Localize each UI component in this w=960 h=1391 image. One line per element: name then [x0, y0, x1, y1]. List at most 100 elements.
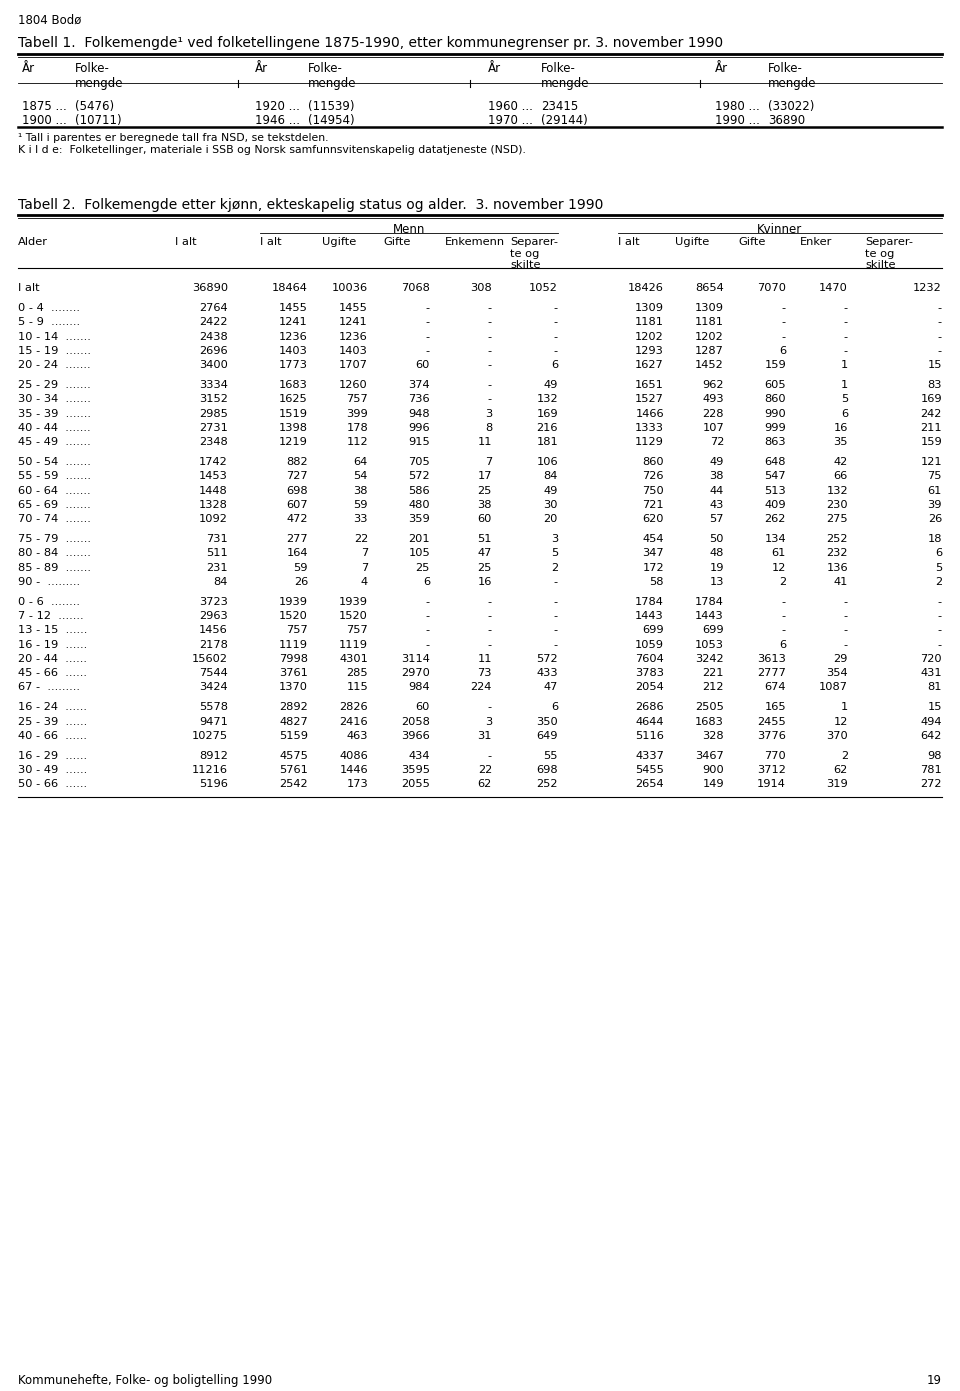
Text: -: - — [554, 611, 558, 622]
Text: -: - — [554, 626, 558, 636]
Text: 105: 105 — [408, 548, 430, 558]
Text: 1087: 1087 — [819, 682, 848, 693]
Text: 19: 19 — [709, 562, 724, 573]
Text: 1519: 1519 — [279, 409, 308, 419]
Text: 513: 513 — [764, 485, 786, 495]
Text: 1804 Bodø: 1804 Bodø — [18, 14, 82, 26]
Text: -: - — [426, 317, 430, 327]
Text: 480: 480 — [408, 499, 430, 509]
Text: 3761: 3761 — [279, 668, 308, 677]
Text: -: - — [781, 626, 786, 636]
Text: 720: 720 — [921, 654, 942, 664]
Text: -: - — [488, 395, 492, 405]
Text: 132: 132 — [827, 485, 848, 495]
Text: 750: 750 — [642, 485, 664, 495]
Text: 16: 16 — [478, 577, 492, 587]
Text: 7544: 7544 — [200, 668, 228, 677]
Text: Gifte: Gifte — [738, 236, 765, 248]
Text: 1970 ...: 1970 ... — [488, 114, 533, 127]
Text: 1092: 1092 — [199, 515, 228, 524]
Text: 11: 11 — [477, 654, 492, 664]
Text: 1181: 1181 — [695, 317, 724, 327]
Text: 1875 ...: 1875 ... — [22, 100, 67, 113]
Text: 80 - 84  .......: 80 - 84 ....... — [18, 548, 91, 558]
Text: 47: 47 — [478, 548, 492, 558]
Text: 605: 605 — [764, 380, 786, 391]
Text: 84: 84 — [543, 472, 558, 481]
Text: Folke-
mengde: Folke- mengde — [75, 63, 124, 90]
Text: 1219: 1219 — [279, 437, 308, 447]
Text: 1453: 1453 — [199, 472, 228, 481]
Text: -: - — [781, 597, 786, 606]
Text: 173: 173 — [347, 779, 368, 790]
Text: 1900 ...: 1900 ... — [22, 114, 67, 127]
Text: 55 - 59  .......: 55 - 59 ....... — [18, 472, 91, 481]
Text: 308: 308 — [470, 282, 492, 294]
Text: 136: 136 — [827, 562, 848, 573]
Text: 1443: 1443 — [636, 611, 664, 622]
Text: 169: 169 — [537, 409, 558, 419]
Text: 1990 ...: 1990 ... — [715, 114, 760, 127]
Text: 221: 221 — [703, 668, 724, 677]
Text: 1455: 1455 — [339, 303, 368, 313]
Text: -: - — [844, 626, 848, 636]
Text: 731: 731 — [206, 534, 228, 544]
Text: 36890: 36890 — [192, 282, 228, 294]
Text: 232: 232 — [827, 548, 848, 558]
Text: 999: 999 — [764, 423, 786, 433]
Text: 354: 354 — [827, 668, 848, 677]
Text: 642: 642 — [921, 730, 942, 741]
Text: -: - — [488, 360, 492, 370]
Text: Tabell 2.  Folkemengde etter kjønn, ekteskapelig status og alder.  3. november 1: Tabell 2. Folkemengde etter kjønn, ektes… — [18, 198, 604, 211]
Text: 23415: 23415 — [541, 100, 578, 113]
Text: 1181: 1181 — [635, 317, 664, 327]
Text: (10711): (10711) — [75, 114, 122, 127]
Text: Enkemenn: Enkemenn — [445, 236, 505, 248]
Text: 2438: 2438 — [200, 331, 228, 342]
Text: -: - — [488, 640, 492, 650]
Text: 4575: 4575 — [279, 751, 308, 761]
Text: 2455: 2455 — [757, 716, 786, 726]
Text: 106: 106 — [537, 458, 558, 467]
Text: 1: 1 — [841, 360, 848, 370]
Text: 1773: 1773 — [279, 360, 308, 370]
Text: 1946 ...: 1946 ... — [255, 114, 300, 127]
Text: 463: 463 — [347, 730, 368, 741]
Text: 6: 6 — [779, 640, 786, 650]
Text: 178: 178 — [347, 423, 368, 433]
Text: 3242: 3242 — [695, 654, 724, 664]
Text: -: - — [554, 577, 558, 587]
Text: 35: 35 — [833, 437, 848, 447]
Text: -: - — [938, 331, 942, 342]
Text: 1059: 1059 — [635, 640, 664, 650]
Text: Enker: Enker — [800, 236, 832, 248]
Text: -: - — [426, 597, 430, 606]
Text: 1683: 1683 — [279, 380, 308, 391]
Text: 374: 374 — [408, 380, 430, 391]
Text: -: - — [844, 317, 848, 327]
Text: -: - — [488, 331, 492, 342]
Text: 3723: 3723 — [199, 597, 228, 606]
Text: 996: 996 — [408, 423, 430, 433]
Text: 698: 698 — [537, 765, 558, 775]
Text: 33: 33 — [353, 515, 368, 524]
Text: 1520: 1520 — [279, 611, 308, 622]
Text: I alt: I alt — [18, 282, 80, 294]
Text: 181: 181 — [537, 437, 558, 447]
Text: 1742: 1742 — [200, 458, 228, 467]
Text: 3966: 3966 — [401, 730, 430, 741]
Text: 1980 ...: 1980 ... — [715, 100, 759, 113]
Text: -: - — [426, 331, 430, 342]
Text: 648: 648 — [764, 458, 786, 467]
Text: Folke-
mengde: Folke- mengde — [768, 63, 817, 90]
Text: 121: 121 — [921, 458, 942, 467]
Text: 40 - 66  ......: 40 - 66 ...... — [18, 730, 87, 741]
Text: 1527: 1527 — [636, 395, 664, 405]
Text: 45 - 49  .......: 45 - 49 ....... — [18, 437, 91, 447]
Text: -: - — [938, 611, 942, 622]
Text: 40 - 44  .......: 40 - 44 ....... — [18, 423, 90, 433]
Text: 25: 25 — [416, 562, 430, 573]
Text: 2055: 2055 — [401, 779, 430, 790]
Text: 7604: 7604 — [636, 654, 664, 664]
Text: 1939: 1939 — [339, 597, 368, 606]
